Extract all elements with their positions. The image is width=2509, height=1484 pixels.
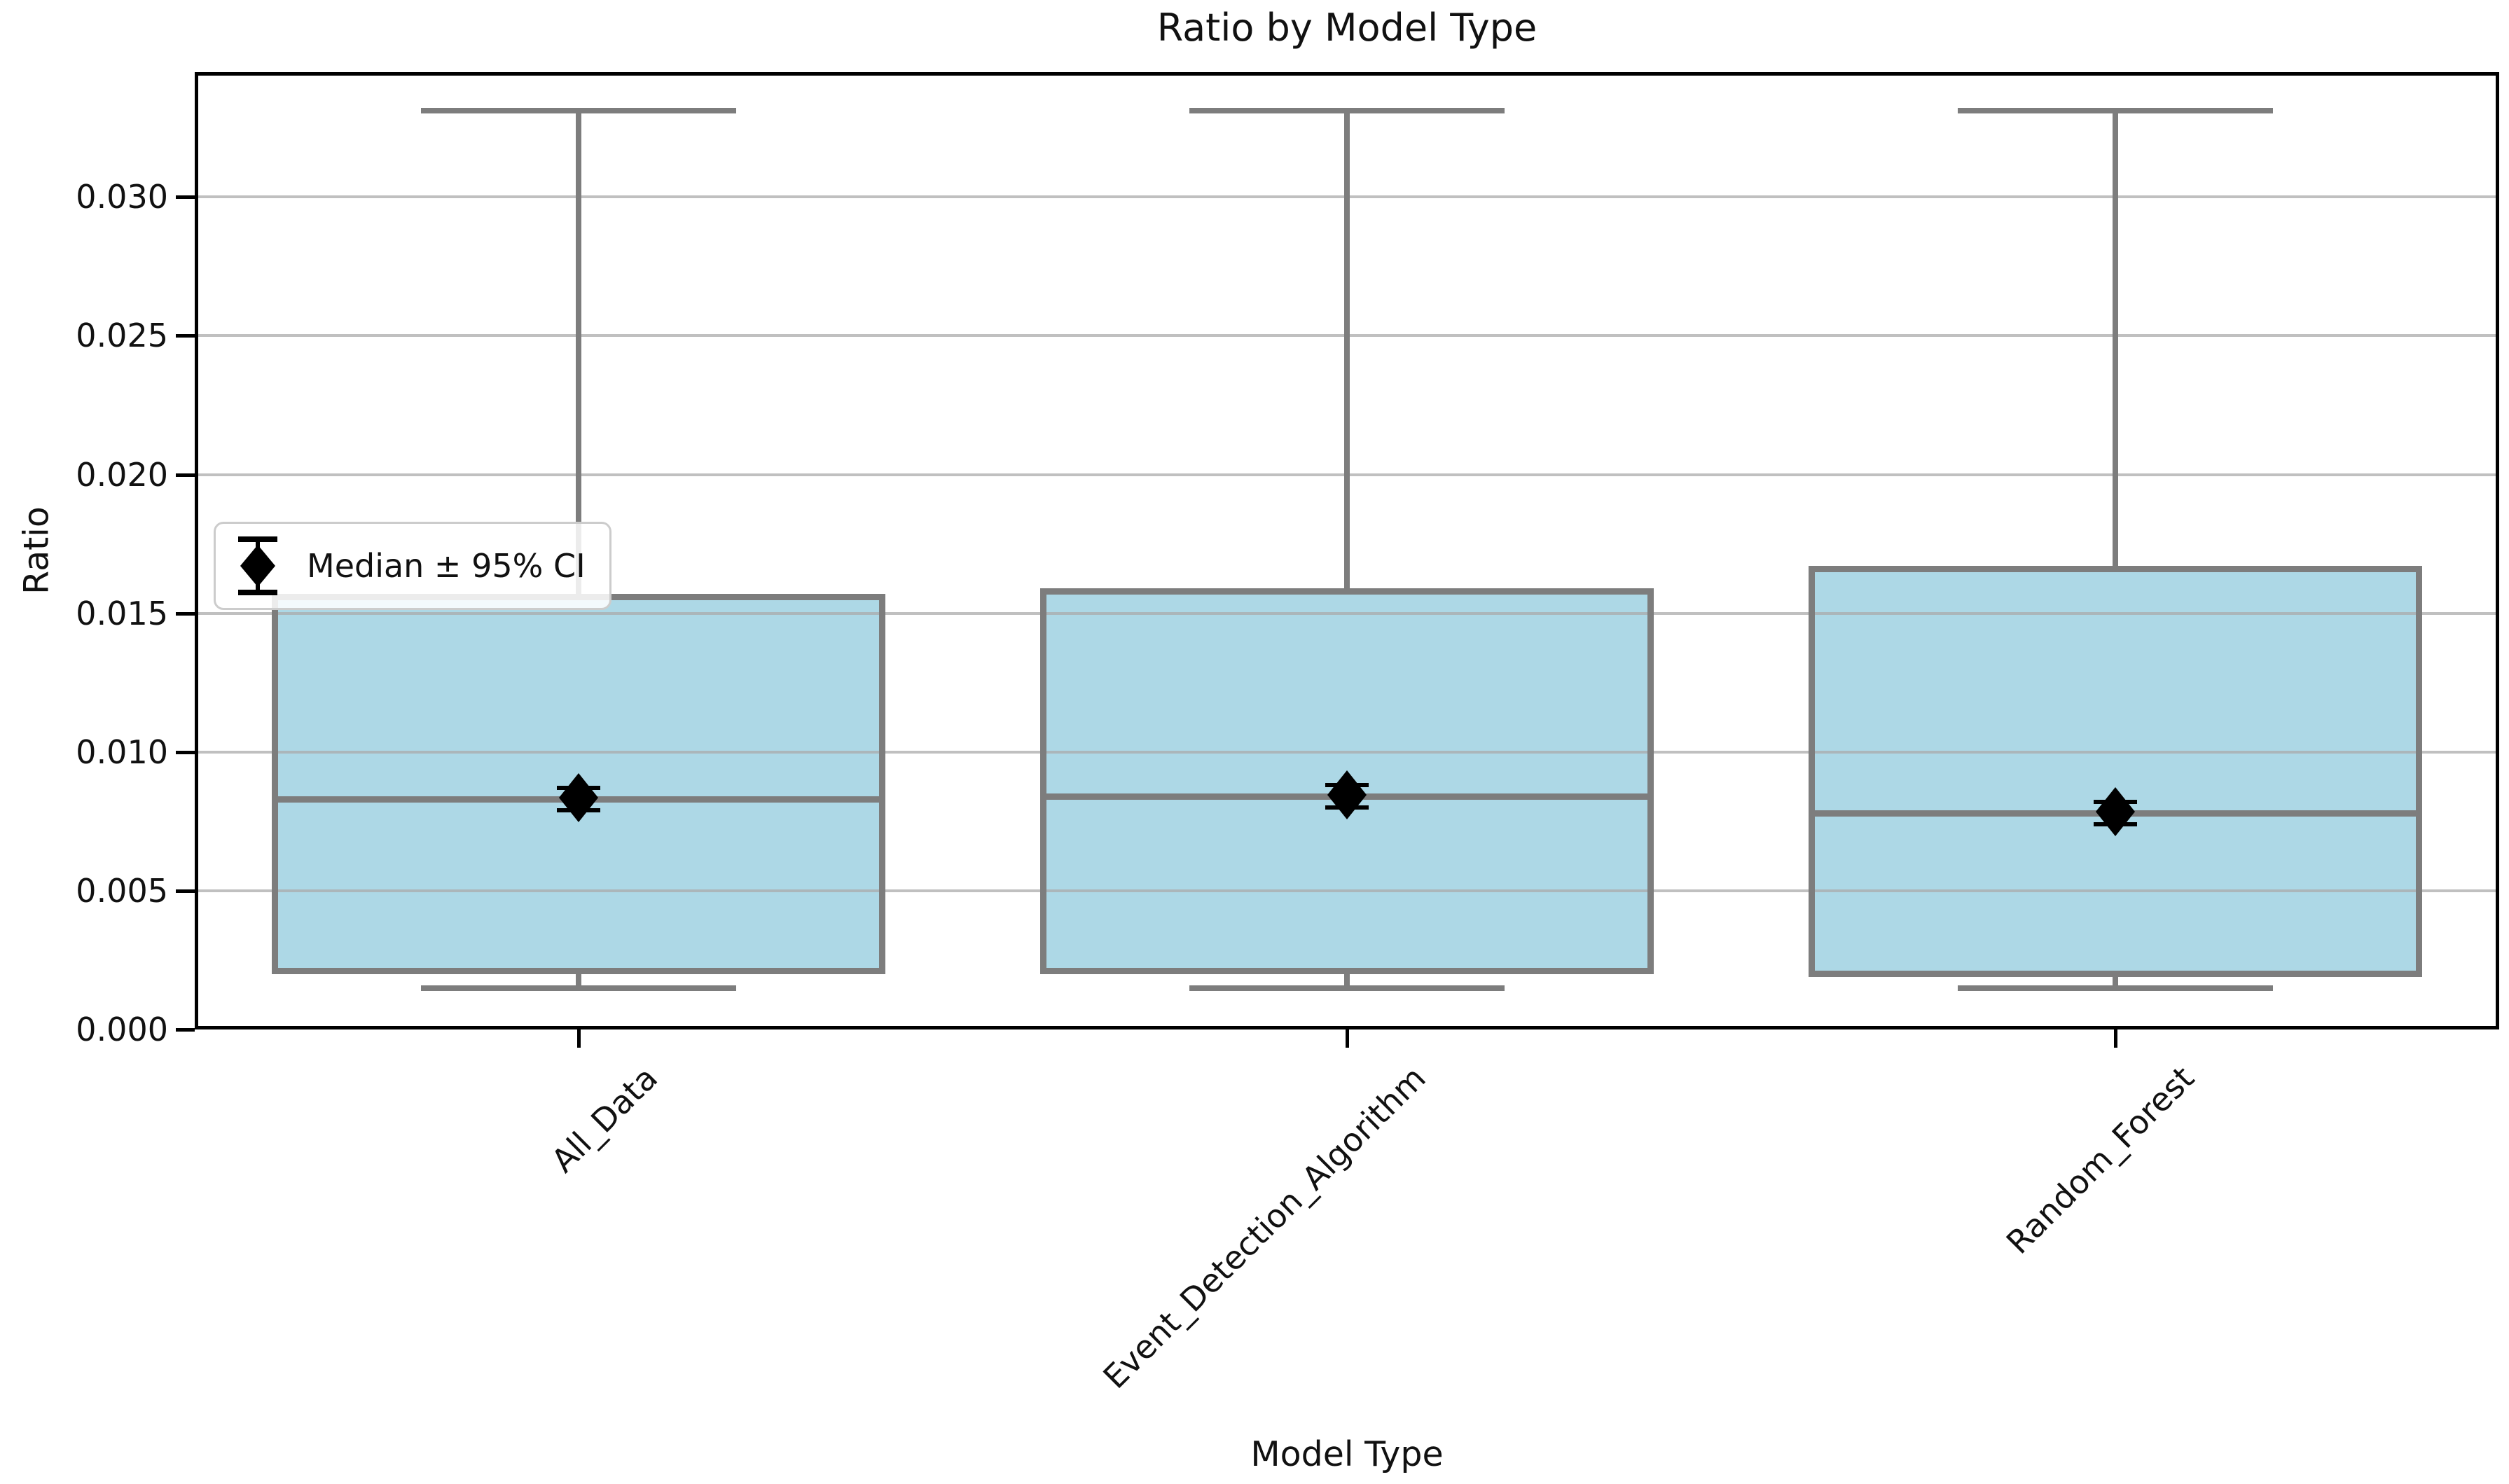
box-fill xyxy=(1808,566,2422,977)
diamond-icon xyxy=(240,545,275,587)
y-tick-label: 0.015 xyxy=(76,594,168,632)
lower-whisker-cap xyxy=(1189,985,1505,991)
legend: Median ± 95% CI xyxy=(214,522,611,610)
x-tick-mark xyxy=(1346,1029,1349,1048)
y-tick-mark xyxy=(176,889,195,893)
x-axis-title: Model Type xyxy=(1250,1434,1444,1474)
y-tick-mark xyxy=(176,750,195,754)
box-border xyxy=(1040,588,1654,974)
lower-whisker xyxy=(1344,973,1350,988)
y-axis-title: Ratio xyxy=(16,506,57,595)
y-tick-mark xyxy=(176,1028,195,1032)
y-tick-mark xyxy=(176,473,195,477)
y-tick-label: 0.000 xyxy=(76,1011,168,1048)
lower-whisker-cap xyxy=(1957,985,2273,991)
x-tick-mark xyxy=(577,1029,581,1048)
upper-whisker xyxy=(2112,111,2118,567)
y-gridline xyxy=(195,889,2499,892)
y-tick-mark xyxy=(176,611,195,616)
upper-whisker xyxy=(1344,111,1350,588)
y-tick-label: 0.025 xyxy=(76,317,168,355)
median-diamond-marker xyxy=(1327,770,1367,823)
box-border xyxy=(1808,566,2422,977)
y-gridline xyxy=(195,750,2499,754)
median-diamond-marker xyxy=(558,772,599,826)
y-tick-mark xyxy=(176,195,195,200)
y-tick-label: 0.030 xyxy=(76,178,168,216)
lower-whisker xyxy=(2112,976,2118,988)
chart-title: Ratio by Model Type xyxy=(1156,6,1537,50)
lower-whisker-cap xyxy=(421,985,737,991)
x-tick-label: Event_Detection_Algorithm xyxy=(1095,1059,1434,1396)
x-tick-label: Random_Forest xyxy=(1998,1059,2202,1261)
median-diamond-marker xyxy=(2095,786,2136,840)
upper-whisker-cap xyxy=(1189,108,1505,114)
legend-label: Median ± 95% CI xyxy=(307,547,586,585)
y-tick-label: 0.020 xyxy=(76,455,168,494)
y-tick-mark xyxy=(176,334,195,338)
y-tick-label: 0.010 xyxy=(76,733,168,771)
upper-whisker-cap xyxy=(1957,108,2273,114)
y-gridline xyxy=(195,611,2499,615)
upper-whisker xyxy=(576,111,582,594)
lower-whisker xyxy=(576,973,582,988)
upper-whisker-cap xyxy=(421,108,737,114)
y-tick-label: 0.005 xyxy=(76,871,168,910)
x-tick-mark xyxy=(2113,1029,2117,1048)
median-ci-diamond-icon xyxy=(233,534,283,598)
x-tick-label: All_Data xyxy=(544,1059,665,1180)
